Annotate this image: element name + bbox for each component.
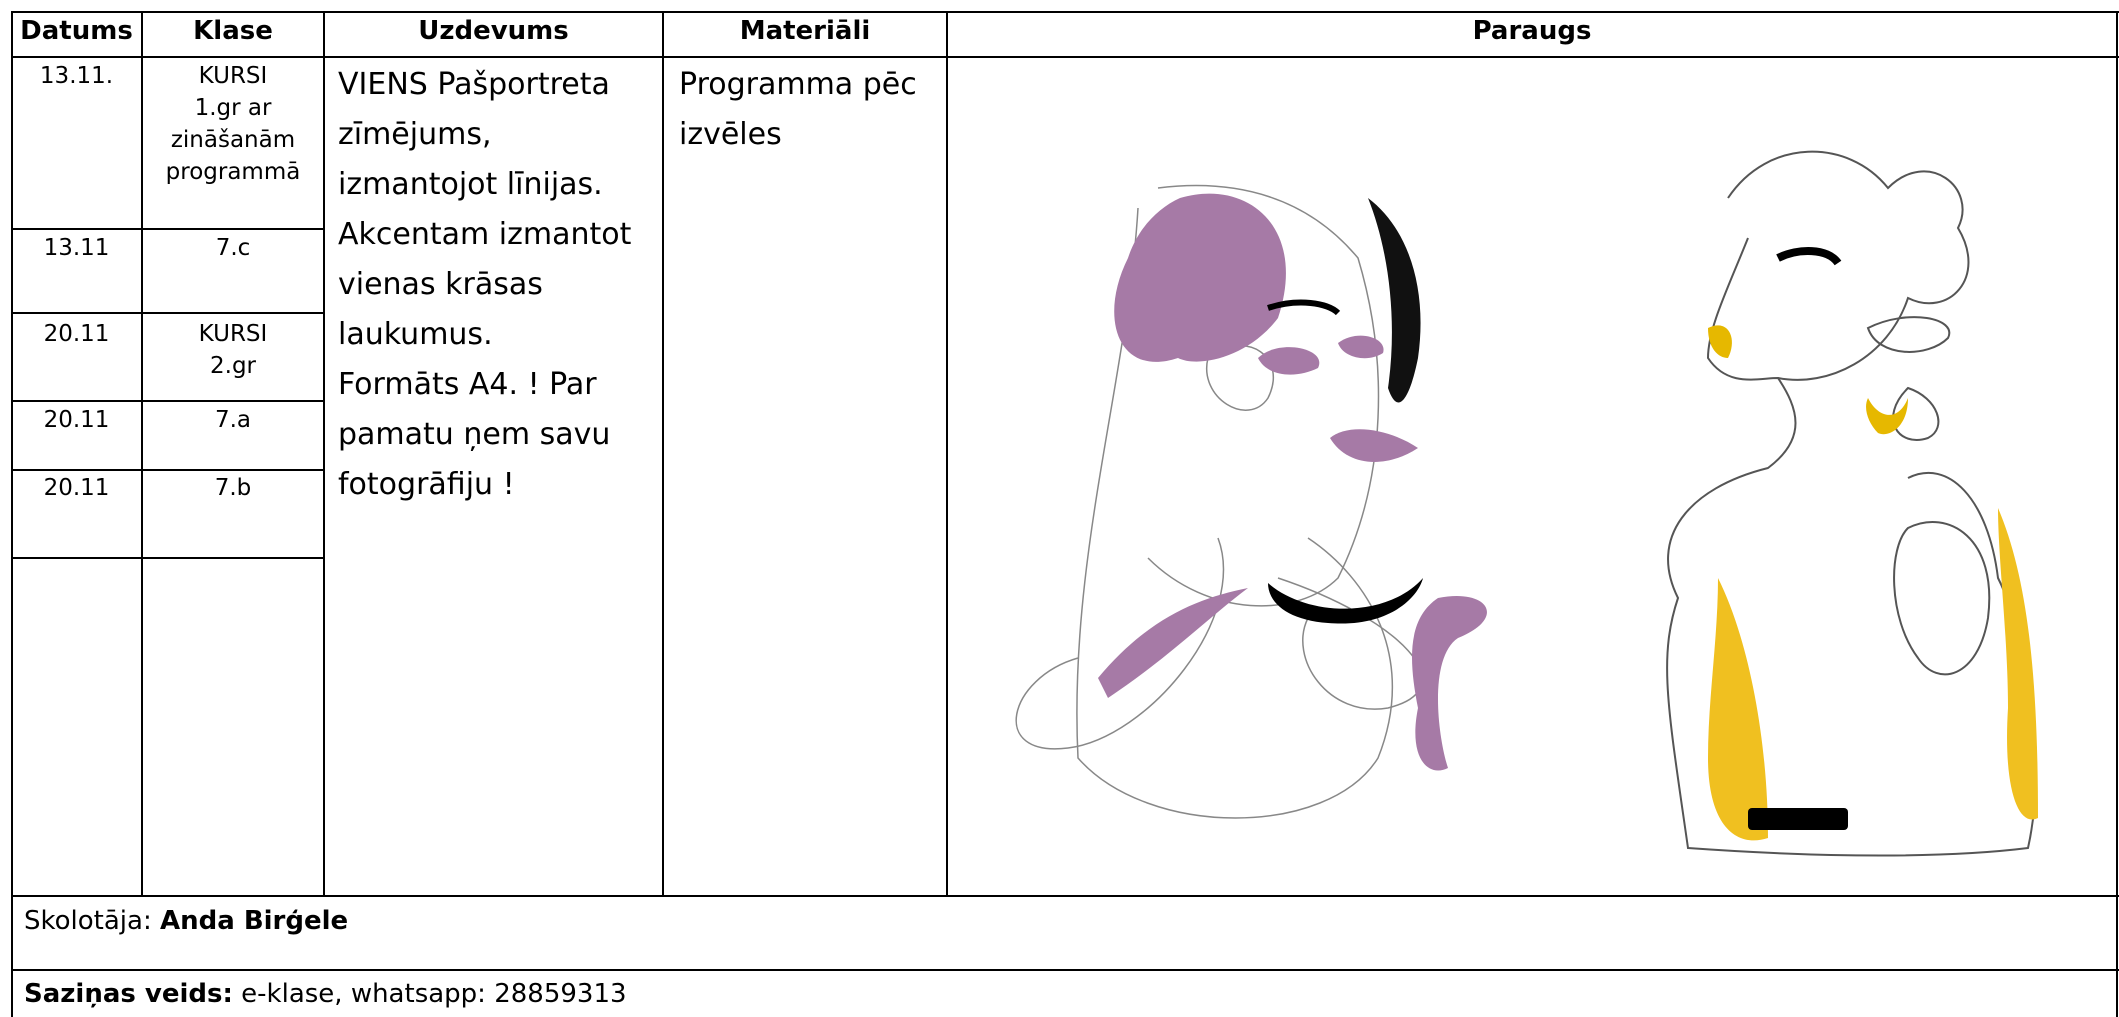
task-line: vienas krāsas [338,267,543,302]
task-line: Akcentam izmantot [338,217,632,252]
contact-label: Saziņas veids: [24,979,233,1009]
teacher-label: Skolotāja: [24,906,152,936]
date: 13.11. [39,63,114,89]
task-text: VIENS Pašportreta zīmējums, izmantojot līn… [338,60,631,510]
teacher: Skolotāja: Anda Birģele [24,906,348,936]
task-line: zīmējums, [338,117,492,152]
materials-text: Programma pēc izvēles [679,60,917,160]
class: KURSI [198,63,268,89]
class: 1.gr ar [194,95,272,121]
class: programmā [165,159,301,185]
task-line: laukumus. [338,317,493,352]
date: 13.11 [43,235,110,261]
date: 20.11 [43,321,110,347]
materials-line: izvēles [679,117,782,152]
sample-drawing [1015,150,2038,857]
class: 2.gr [210,353,256,379]
contact: Saziņas veids: e-klase, whatsapp: 288593… [24,979,627,1009]
task-line: Formāts A4. ! Par [338,367,597,402]
class: zināšanām [170,127,296,153]
task-line: fotogrāfiju ! [338,467,515,502]
class: 7.c [215,235,251,261]
class: 7.a [214,407,252,433]
date: 20.11 [43,475,110,501]
date: 20.11 [43,407,110,433]
materials-line: Programma pēc [679,67,917,102]
column-header: Paraugs [1472,16,1592,46]
task-line: pamatu ņem savu [338,417,611,452]
task-line: izmantojot līnijas. [338,167,603,202]
column-header: Klase [193,16,273,46]
column-header: Materiāli [739,16,871,46]
contact-text: e-klase, whatsapp: 28859313 [241,979,627,1009]
class: 7.b [214,475,252,501]
task-line: VIENS Pašportreta [338,67,610,102]
column-header: Uzdevums [418,16,569,46]
teacher-name: Anda Birģele [159,906,349,936]
column-header: Datums [20,16,133,46]
class: KURSI [198,321,268,347]
